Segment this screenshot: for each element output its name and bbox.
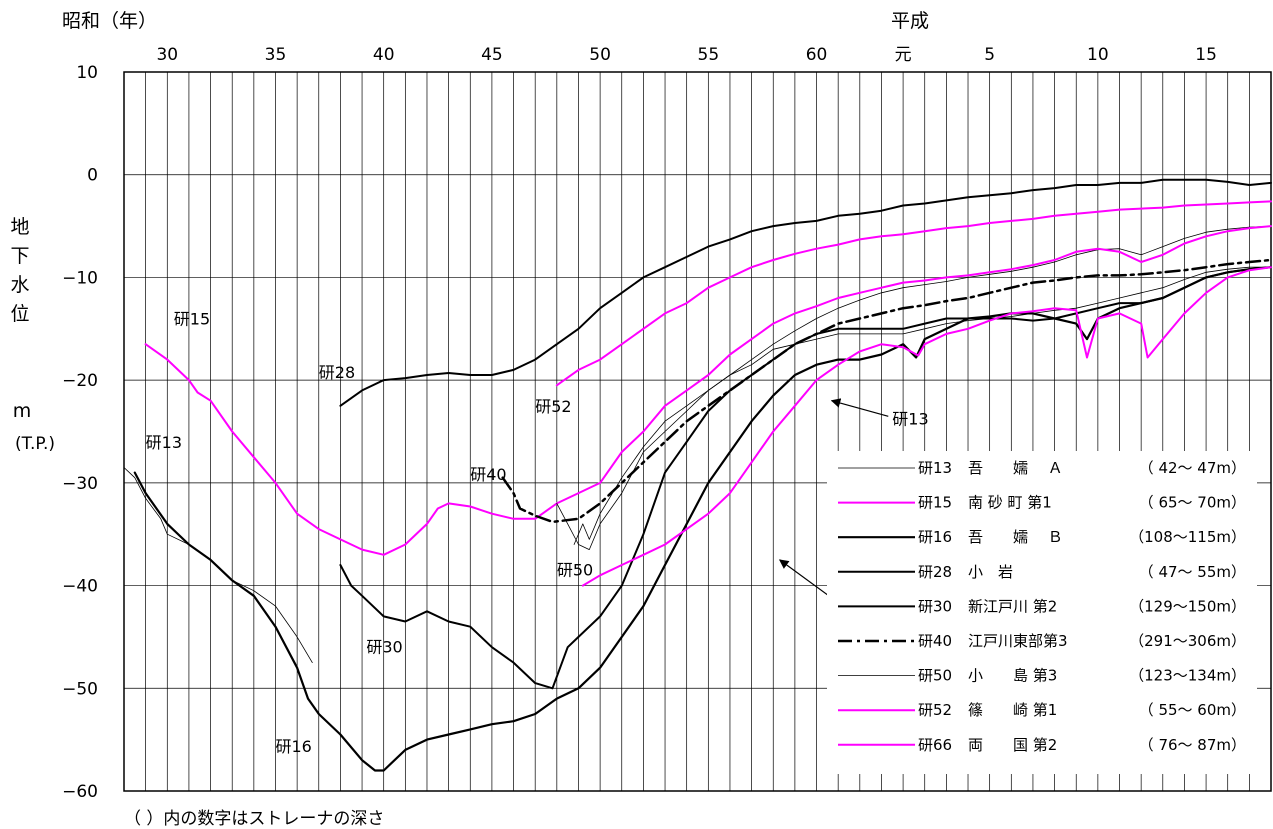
annotation-arrow [830, 398, 889, 417]
y-tick-label: −20 [62, 371, 98, 391]
x-tick-label: 60 [806, 45, 828, 65]
series-annotation: 研50 [557, 560, 593, 579]
series-annotation: 研16 [275, 737, 311, 756]
legend-id: 研50 [918, 667, 952, 685]
series-line [581, 266, 1272, 587]
era-showa-label: 昭和（年） [62, 10, 157, 32]
legend-name: 吾 嬬 Ａ [968, 459, 1063, 477]
x-tick-label: 15 [1195, 45, 1217, 65]
legend-id: 研52 [918, 701, 952, 719]
y-tick-label: −50 [62, 679, 98, 699]
legend-depth: （ 76～ 87m） [1139, 736, 1246, 754]
y-tick-labels: 10 0 −10 −20 −30 −40 −50 −60 [62, 63, 98, 802]
legend-id: 研30 [918, 597, 952, 615]
y-axis-label-char-1: 地 [10, 216, 29, 238]
y-axis-label-char-4: 位 [10, 303, 29, 325]
y-axis-unit: m [13, 400, 32, 422]
plot-frame [123, 71, 1272, 792]
footnote: （ ）内の数字はストレーナの深さ [124, 809, 384, 829]
y-tick-label: 0 [87, 166, 98, 186]
legend-depth: （ 42～ 47m） [1139, 459, 1246, 477]
x-tick-label: 50 [589, 45, 611, 65]
y-axis-label-char-2: 下 [10, 245, 29, 267]
series-annotation: 研13 [146, 433, 182, 452]
legend-id: 研13 [918, 459, 952, 477]
y-axis-label-char-3: 水 [10, 274, 29, 296]
legend: 研13 吾 嬬 Ａ （ 42～ 47m） 研15 南 砂 町 第1 （ 65～ 70m） 研… [827, 451, 1257, 774]
legend-depth: （123～134m） [1129, 667, 1246, 685]
x-tick-label: 10 [1087, 45, 1109, 65]
legend-name: 新江戸川 第2 [968, 597, 1057, 615]
legend-name: 小 島 第3 [968, 667, 1057, 685]
series-line [501, 258, 1273, 524]
legend-name: 吾 嬬 Ｂ [968, 528, 1063, 546]
legend-depth: （ 65～ 70m） [1139, 494, 1246, 512]
legend-name: 南 砂 町 第1 [968, 494, 1052, 512]
x-tick-label: 元 [895, 45, 912, 65]
legend-depth: （108～115m） [1129, 528, 1246, 546]
legend-depth: （129～150m） [1129, 597, 1246, 615]
series-line [144, 225, 1272, 556]
series-annotation: 研30 [366, 637, 402, 656]
y-tick-label: −30 [62, 474, 98, 494]
x-tick-label: 45 [481, 45, 503, 65]
legend-name: 江戸川東部第3 [968, 632, 1068, 650]
legend-id: 研28 [918, 563, 952, 581]
legend-id: 研15 [918, 494, 952, 512]
legend-id: 研66 [918, 736, 952, 754]
legend-id: 研40 [918, 632, 952, 650]
legend-depth: （ 55～ 60m） [1139, 701, 1246, 719]
legend-name: 篠 崎 第1 [968, 701, 1057, 719]
series-line [339, 178, 1272, 407]
y-axis-datum: (T.P.) [15, 434, 55, 454]
series-annotation: 研52 [535, 397, 571, 416]
x-tick-labels: 30 35 40 45 50 55 60 元 5 10 15 [156, 45, 1216, 65]
y-tick-label: −40 [62, 577, 98, 597]
series-layer [123, 178, 1273, 772]
series-line [555, 200, 1272, 387]
legend-box [827, 451, 1257, 774]
legend-name: 小 岩 [968, 563, 1013, 581]
series-annotation: 研40 [470, 465, 506, 484]
legend-name: 両 国 第2 [968, 736, 1057, 754]
x-tick-label: 55 [698, 45, 720, 65]
legend-depth: （291～306m） [1129, 632, 1246, 650]
series-annotation: 研15 [174, 310, 210, 329]
annotation-layer: 研15研28研13研52研40研50研30研16研66研13 [146, 310, 929, 756]
era-heisei-label: 平成 [891, 10, 929, 32]
legend-depth: （ 47～ 55m） [1139, 563, 1246, 581]
y-tick-label: 10 [76, 63, 98, 83]
y-tick-label: −10 [62, 268, 98, 288]
series-annotation: 研28 [319, 363, 355, 382]
x-tick-label: 40 [373, 45, 395, 65]
x-tick-label: 35 [265, 45, 287, 65]
x-tick-label: 5 [984, 45, 995, 65]
x-tick-label: 30 [156, 45, 178, 65]
series-annotation: 研13 [892, 409, 928, 428]
legend-id: 研16 [918, 528, 952, 546]
series-line [556, 266, 1272, 550]
y-tick-label: −60 [62, 782, 98, 802]
